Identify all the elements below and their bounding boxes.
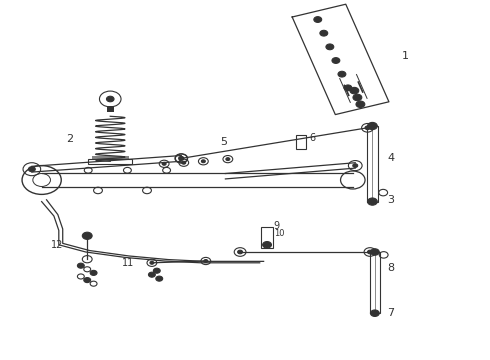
Circle shape xyxy=(227,158,229,160)
Circle shape xyxy=(179,157,184,160)
Circle shape xyxy=(77,263,84,268)
Circle shape xyxy=(30,168,33,170)
Text: 10: 10 xyxy=(274,229,285,238)
Circle shape xyxy=(320,30,328,36)
Circle shape xyxy=(346,86,350,89)
Circle shape xyxy=(183,162,185,163)
Circle shape xyxy=(82,232,92,239)
Circle shape xyxy=(373,251,377,253)
Bar xyxy=(296,135,306,149)
Text: 9: 9 xyxy=(273,221,280,231)
Text: 11: 11 xyxy=(122,258,134,268)
Circle shape xyxy=(358,103,363,106)
Circle shape xyxy=(163,163,165,165)
Text: 3: 3 xyxy=(387,195,394,205)
Circle shape xyxy=(332,58,340,63)
Circle shape xyxy=(314,17,322,22)
Circle shape xyxy=(84,278,91,283)
Bar xyxy=(370,252,380,313)
Text: 2: 2 xyxy=(66,134,74,144)
Text: 5: 5 xyxy=(220,137,227,147)
Circle shape xyxy=(155,270,158,272)
Circle shape xyxy=(326,44,334,50)
Circle shape xyxy=(79,265,82,267)
Text: 8: 8 xyxy=(387,263,394,273)
Circle shape xyxy=(353,94,362,101)
Circle shape xyxy=(370,249,379,255)
Circle shape xyxy=(204,260,208,262)
Circle shape xyxy=(156,276,163,281)
Text: 6: 6 xyxy=(310,132,316,143)
Circle shape xyxy=(150,274,153,276)
Circle shape xyxy=(370,310,379,316)
Circle shape xyxy=(28,167,35,172)
Circle shape xyxy=(263,242,271,248)
Circle shape xyxy=(90,270,97,275)
Circle shape xyxy=(92,272,95,274)
Circle shape xyxy=(106,96,114,102)
Circle shape xyxy=(201,160,205,163)
Circle shape xyxy=(355,96,359,99)
Circle shape xyxy=(151,262,153,264)
Circle shape xyxy=(354,165,356,166)
Circle shape xyxy=(162,162,166,165)
Circle shape xyxy=(85,234,89,238)
Circle shape xyxy=(356,101,365,108)
Circle shape xyxy=(328,46,332,48)
Circle shape xyxy=(158,278,161,280)
Bar xyxy=(107,106,114,112)
Circle shape xyxy=(368,198,377,205)
Circle shape xyxy=(148,272,155,277)
Circle shape xyxy=(352,89,356,92)
Text: 1: 1 xyxy=(402,51,409,61)
Circle shape xyxy=(368,250,372,254)
Circle shape xyxy=(239,251,241,253)
Circle shape xyxy=(334,59,338,62)
Circle shape xyxy=(153,268,160,273)
Circle shape xyxy=(226,158,230,161)
Text: 7: 7 xyxy=(387,308,394,318)
Circle shape xyxy=(180,158,182,159)
Text: 12: 12 xyxy=(51,240,64,250)
Bar xyxy=(88,159,132,164)
Circle shape xyxy=(340,73,343,76)
Circle shape xyxy=(265,243,269,246)
Circle shape xyxy=(202,161,204,162)
Circle shape xyxy=(150,261,154,264)
Circle shape xyxy=(338,71,346,77)
Circle shape xyxy=(373,312,377,315)
Bar xyxy=(261,227,273,248)
Circle shape xyxy=(179,157,184,160)
Circle shape xyxy=(316,18,319,21)
Circle shape xyxy=(205,260,207,262)
Circle shape xyxy=(367,127,368,129)
Circle shape xyxy=(350,87,359,94)
Bar xyxy=(367,126,378,202)
Circle shape xyxy=(369,251,371,253)
Circle shape xyxy=(353,164,358,167)
Circle shape xyxy=(368,122,377,130)
Circle shape xyxy=(180,158,182,159)
Circle shape xyxy=(370,200,374,203)
Circle shape xyxy=(238,250,243,254)
Circle shape xyxy=(109,98,112,100)
Circle shape xyxy=(370,124,374,128)
Circle shape xyxy=(365,126,370,130)
Text: 4: 4 xyxy=(387,153,394,163)
Circle shape xyxy=(182,161,186,164)
Circle shape xyxy=(344,85,352,91)
Circle shape xyxy=(86,279,89,281)
Circle shape xyxy=(322,32,325,35)
Bar xyxy=(92,156,129,159)
